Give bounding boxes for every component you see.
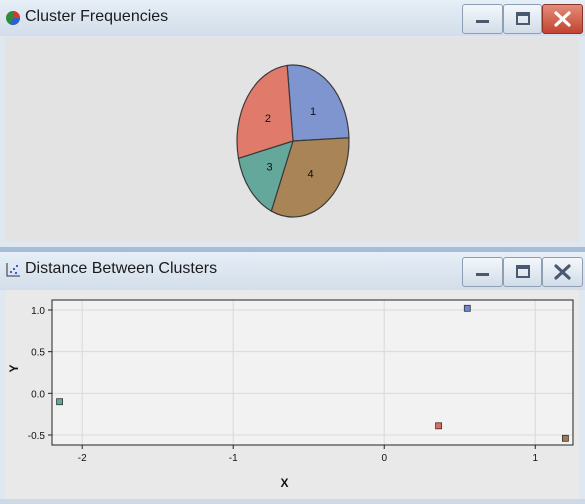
x-tick-label: -2 (78, 453, 87, 464)
close-icon (554, 264, 571, 280)
close-button[interactable] (542, 257, 583, 287)
window-title: Distance Between Clusters (25, 260, 218, 277)
x-tick-label: 1 (532, 453, 538, 464)
window-title: Cluster Frequencies (25, 8, 169, 25)
pie-slice-3 (237, 140, 294, 212)
close-icon (554, 11, 571, 27)
pie-slice-label: 2 (265, 113, 271, 125)
maximize-icon (516, 265, 530, 278)
scatter-plot-icon (6, 263, 20, 277)
pie-chart-area: 1 4 3 2 (6, 37, 579, 242)
distance-between-clusters-window: Distance Between Clusters -2 -1 0 1 1.0 0.5 0.… (0, 252, 585, 499)
pie-chart: 1 4 3 2 (236, 64, 350, 218)
y-tick-label: 1.0 (31, 306, 45, 317)
minimize-button[interactable] (462, 257, 503, 287)
maximize-button[interactable] (503, 4, 542, 34)
y-tick-label: 0.5 (31, 348, 45, 359)
scatter-point (435, 422, 443, 430)
x-tick-label: -1 (229, 453, 238, 464)
minimize-button[interactable] (462, 4, 503, 34)
pie-slice-1 (286, 64, 350, 142)
pie-slice-label: 3 (266, 162, 272, 174)
scatter-point (463, 304, 471, 312)
pie-slice-2 (236, 64, 294, 160)
x-tick-label: 0 (381, 453, 387, 464)
pie-chart-icon (6, 11, 20, 25)
close-button[interactable] (542, 4, 583, 34)
pie-slice-label: 1 (310, 106, 316, 118)
maximize-button[interactable] (503, 257, 542, 287)
scatter-chart: -2 -1 0 1 1.0 0.5 0.0 -0.5 X Y (7, 299, 574, 490)
y-tick-label: 0.0 (31, 389, 45, 400)
pie-slice-4 (270, 137, 350, 218)
window-divider (0, 247, 585, 252)
maximize-icon (516, 12, 530, 25)
title-bar[interactable]: Distance Between Clusters (0, 252, 585, 290)
minimize-icon (476, 20, 489, 23)
scatter-chart-area: -2 -1 0 1 1.0 0.5 0.0 -0.5 X Y (6, 290, 579, 499)
y-tick-label: -0.5 (28, 431, 46, 442)
plot-area (51, 299, 574, 446)
plot-border (51, 299, 574, 446)
title-bar[interactable]: Cluster Frequencies (0, 0, 585, 36)
y-axis-label: Y (7, 364, 21, 372)
scatter-point (562, 434, 569, 442)
cluster-frequencies-window: Cluster Frequencies 1 4 3 2 (0, 0, 585, 248)
x-axis-label: X (280, 476, 288, 490)
minimize-icon (476, 273, 489, 276)
pie-slice-label: 4 (308, 169, 314, 181)
scatter-point (56, 398, 63, 406)
